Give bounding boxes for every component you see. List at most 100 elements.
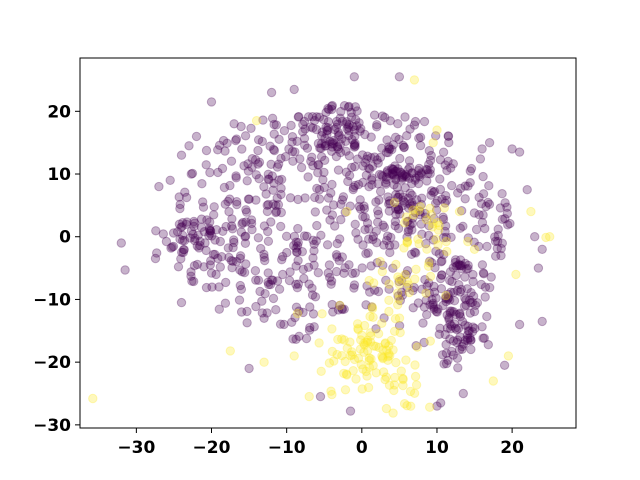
scatter-point-series-1-44 (293, 194, 303, 205)
scatter-point-series-2-136 (402, 238, 413, 248)
scatter-point-series-1-473 (372, 120, 382, 130)
scatter-point-series-2-98 (403, 280, 413, 290)
scatter-point-series-1-375 (354, 201, 364, 212)
scatter-point-series-1-510 (226, 255, 237, 266)
scatter-point-series-1-152 (316, 143, 326, 154)
scatter-point-series-1-529 (287, 137, 297, 147)
scatter-point-series-1-657 (333, 131, 344, 141)
scatter-point-series-1-783 (437, 270, 447, 280)
scatter-point-series-1-683 (396, 175, 407, 185)
scatter-point-series-1-908 (229, 237, 239, 248)
scatter-point-series-2-46 (340, 385, 351, 395)
scatter-point-series-2-123 (427, 222, 438, 232)
scatter-point-series-1-201 (408, 303, 418, 313)
scatter-point-series-2-115 (425, 271, 436, 282)
scatter-point-series-1-595 (293, 279, 303, 289)
scatter-point-series-1-93 (235, 251, 246, 261)
scatter-point-series-1-338 (437, 256, 447, 266)
scatter-point-series-1-325 (198, 197, 208, 207)
scatter-point-series-1-958 (484, 138, 495, 148)
scatter-point-series-1-116 (274, 284, 285, 294)
scatter-point-series-1-802 (482, 311, 492, 322)
scatter-point-series-1-590 (261, 189, 271, 199)
scatter-point-series-1-314 (207, 231, 217, 241)
scatter-point-series-1-396 (213, 167, 223, 178)
scatter-point-series-1-180 (260, 289, 270, 299)
scatter-point-series-1-722 (388, 169, 398, 180)
scatter-point-series-1-806 (451, 309, 461, 320)
scatter-point-series-1-6 (223, 243, 234, 253)
scatter-point-series-2-20 (348, 366, 358, 376)
scatter-point-series-1-599 (264, 174, 274, 185)
scatter-point-series-1-719 (381, 179, 391, 189)
scatter-point-series-1-518 (446, 163, 456, 173)
scatter-point-series-1-892 (210, 235, 220, 245)
scatter-point-series-1-371 (257, 308, 267, 318)
scatter-point-series-1-50 (197, 179, 207, 189)
scatter-point-series-1-856 (445, 308, 455, 318)
scatter-point-series-1-598 (437, 270, 447, 280)
scatter-point-series-1-897 (190, 218, 200, 228)
scatter-point-series-2-121 (402, 236, 413, 246)
scatter-point-series-1-661 (302, 143, 313, 153)
x-tick-label: 20 (500, 438, 524, 458)
scatter-point-series-1-36 (323, 193, 334, 203)
scatter-point-series-1-814 (433, 304, 443, 314)
scatter-point-series-1-210 (496, 250, 506, 261)
scatter-point-series-1-730 (382, 167, 392, 177)
scatter-point-series-1-713 (364, 163, 374, 173)
scatter-point-series-1-106 (505, 218, 515, 229)
scatter-point-series-1-64 (263, 236, 274, 247)
scatter-point-series-2-120 (439, 203, 449, 213)
scatter-point-series-1-462 (275, 319, 286, 329)
scatter-point-series-1-128 (438, 212, 448, 222)
scatter-point-series-1-723 (374, 169, 385, 180)
scatter-point-series-1-705 (422, 176, 432, 186)
scatter-point-series-1-756 (417, 193, 427, 203)
scatter-point-series-1-837 (448, 350, 458, 360)
scatter-point-series-1-383 (360, 225, 370, 235)
scatter-point-series-1-295 (442, 165, 452, 176)
scatter-point-series-1-421 (242, 207, 252, 217)
scatter-point-series-1-962 (530, 232, 540, 242)
scatter-point-series-1-434 (287, 132, 298, 142)
scatter-point-series-1-105 (299, 116, 310, 127)
scatter-point-series-1-408 (358, 177, 368, 188)
scatter-point-series-1-539 (287, 146, 298, 157)
scatter-point-series-1-672 (335, 113, 345, 123)
scatter-point-series-1-583 (187, 276, 197, 286)
scatter-point-series-1-239 (486, 272, 496, 282)
scatter-point-series-1-769 (461, 300, 471, 310)
scatter-point-series-1-308 (390, 132, 401, 143)
scatter-point-series-1-844 (466, 344, 476, 355)
scatter-point-series-1-697 (381, 172, 392, 182)
scatter-point-series-1-222 (397, 172, 408, 182)
scatter-point-series-1-114 (201, 160, 211, 170)
scatter-point-series-1-178 (333, 144, 343, 154)
scatter-point-series-1-965 (537, 316, 547, 327)
scatter-point-series-1-401 (317, 127, 327, 137)
scatter-point-series-1-489 (228, 256, 238, 266)
scatter-point-series-1-843 (440, 329, 450, 340)
scatter-point-series-2-132 (463, 236, 473, 247)
scatter-point-series-1-581 (360, 212, 370, 223)
scatter-point-series-1-142 (237, 144, 247, 154)
scatter-point-series-2-166 (251, 116, 262, 126)
scatter-point-series-1-0 (406, 249, 417, 260)
scatter-point-series-1-249 (374, 195, 384, 205)
scatter-point-series-1-68 (383, 147, 393, 158)
scatter-point-series-1-846 (453, 363, 463, 373)
scatter-point-series-2-5 (398, 374, 408, 385)
scatter-point-series-1-431 (278, 251, 288, 262)
scatter-point-series-1-847 (468, 322, 478, 332)
scatter-point-series-1-818 (461, 295, 471, 305)
scatter-point-series-1-411 (408, 285, 418, 296)
scatter-point-series-1-694 (398, 192, 408, 202)
scatter-point-series-2-23 (384, 341, 394, 351)
scatter-point-series-1-211 (231, 171, 241, 181)
scatter-point-series-2-155 (405, 386, 416, 397)
scatter-point-series-1-569 (345, 201, 355, 211)
scatter-point-series-1-176 (457, 260, 467, 271)
scatter-point-series-1-603 (187, 168, 198, 179)
scatter-point-series-2-66 (359, 338, 369, 349)
